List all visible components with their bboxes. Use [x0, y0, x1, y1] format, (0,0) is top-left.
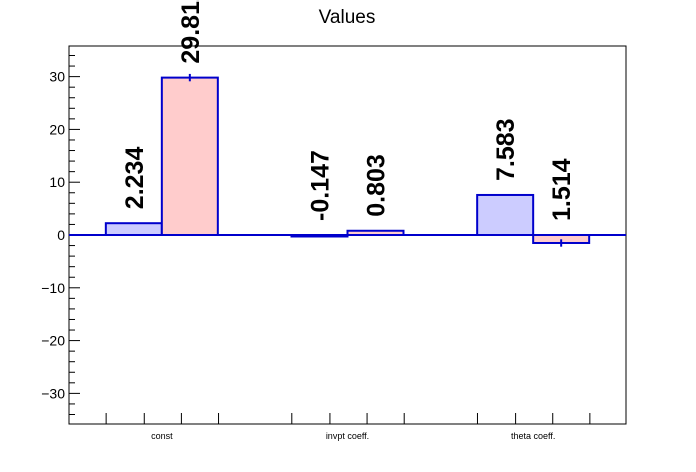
bar: [476, 193, 535, 236]
bar: [104, 222, 163, 237]
y-tick-label: −30: [41, 385, 65, 401]
bar-value-label: -0.147: [307, 150, 335, 221]
y-tick-label: −10: [41, 280, 65, 296]
y-tick-label: 30: [49, 69, 65, 85]
category-label: invpt coeff.: [326, 431, 369, 441]
bar-value-label: 1.514: [548, 158, 576, 221]
y-tick-label: 0: [57, 227, 65, 243]
category-label: const: [151, 431, 173, 441]
x-axis: const invpt coeff. theta coeff.: [105, 413, 591, 441]
bar-value-label: 2.234: [121, 147, 149, 210]
bar-value-label: 0.803: [363, 154, 391, 217]
bar-value-label: 29.812: [177, 0, 205, 64]
chart-title: Values: [319, 7, 376, 28]
category-label: theta coeff.: [511, 431, 555, 441]
y-tick-label: −20: [41, 333, 65, 349]
y-tick-label: 20: [49, 121, 65, 137]
y-axis: −30 −20 −10 0 10 20 30: [41, 55, 80, 415]
value-labels: 2.234 -0.147 7.583 29.812 0.803 1.514: [121, 0, 576, 221]
y-tick-label: 10: [49, 174, 65, 190]
bar-value-label: 7.583: [492, 118, 520, 181]
bar: [160, 76, 219, 236]
